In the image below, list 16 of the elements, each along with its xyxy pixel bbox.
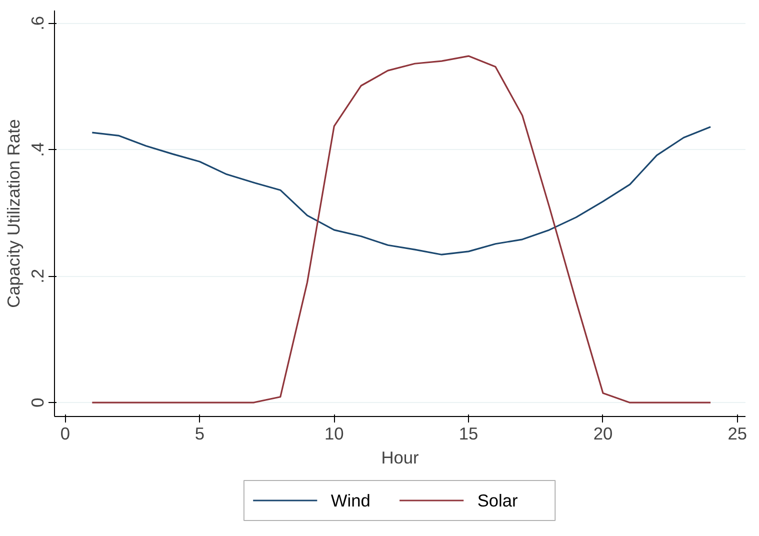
y-axis-title: Capacity Utilization Rate (4, 119, 24, 308)
x-tick-label: 10 (324, 424, 344, 444)
line-series (91, 55, 712, 404)
y-tick-label: 0 (28, 398, 48, 408)
x-tick-label: 5 (194, 424, 205, 444)
legend-label: Solar (477, 490, 518, 510)
x-tick-label: 0 (60, 424, 70, 444)
x-tick-label: 20 (593, 424, 613, 444)
line-series (91, 126, 712, 256)
legend-label: Wind (330, 490, 370, 510)
y-tick-label: .2 (28, 268, 48, 284)
x-axis-title: Hour (381, 448, 420, 468)
y-tick-label: .4 (28, 142, 48, 157)
y-tick-label: .6 (28, 16, 48, 30)
x-tick-label: 25 (728, 424, 748, 444)
x-tick-label: 15 (458, 424, 478, 444)
